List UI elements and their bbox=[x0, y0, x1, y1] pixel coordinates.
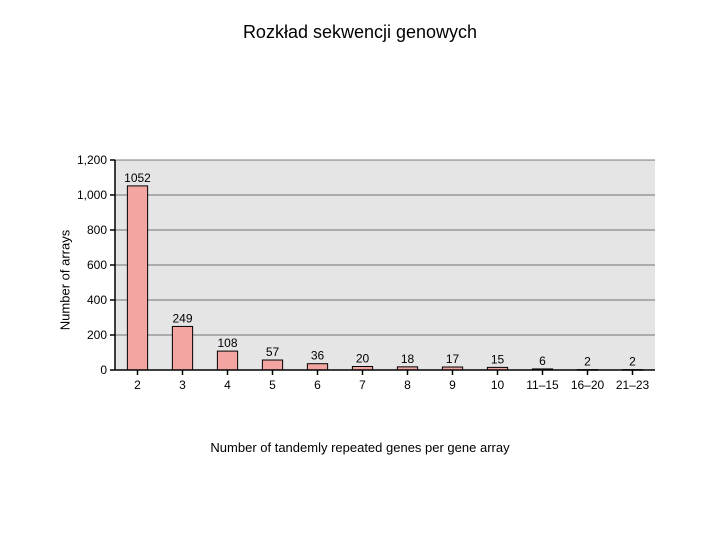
y-tick-label: 200 bbox=[87, 328, 107, 342]
x-tick-label: 3 bbox=[179, 378, 186, 392]
bar-value-label: 1052 bbox=[124, 171, 151, 185]
bar bbox=[217, 351, 237, 370]
y-tick-label: 800 bbox=[87, 223, 107, 237]
x-tick-label: 9 bbox=[449, 378, 456, 392]
page: Rozkład sekwencji genowych Number of arr… bbox=[0, 0, 720, 540]
bar bbox=[172, 326, 192, 370]
x-tick-label: 6 bbox=[314, 378, 321, 392]
bar-chart: 02004006008001,0001,20010522249310845753… bbox=[60, 150, 660, 410]
y-axis-label: Number of arrays bbox=[58, 230, 73, 330]
x-tick-label: 7 bbox=[359, 378, 366, 392]
y-tick-label: 1,000 bbox=[77, 188, 107, 202]
bar bbox=[127, 186, 147, 370]
y-tick-label: 400 bbox=[87, 293, 107, 307]
bar-value-label: 249 bbox=[172, 311, 192, 325]
bar-value-label: 2 bbox=[584, 355, 591, 369]
x-tick-label: 16–20 bbox=[571, 378, 605, 392]
chart-container: Number of arrays 0 200 400 600 800 1,000 1,200… bbox=[60, 150, 660, 410]
x-tick-label: 4 bbox=[224, 378, 231, 392]
bar bbox=[262, 360, 282, 370]
bar-value-label: 20 bbox=[356, 352, 370, 366]
x-tick-label: 2 bbox=[134, 378, 141, 392]
bar-value-label: 2 bbox=[629, 355, 636, 369]
bar-value-label: 36 bbox=[311, 349, 325, 363]
bar-value-label: 6 bbox=[539, 354, 546, 368]
y-tick-label: 0 bbox=[100, 363, 107, 377]
bar-value-label: 57 bbox=[266, 345, 280, 359]
x-tick-label: 11–15 bbox=[526, 378, 559, 392]
bar bbox=[307, 364, 327, 370]
bar-value-label: 17 bbox=[446, 352, 460, 366]
bar-value-label: 108 bbox=[217, 336, 237, 350]
x-tick-label: 21–23 bbox=[616, 378, 650, 392]
x-tick-label: 10 bbox=[491, 378, 505, 392]
x-tick-label: 8 bbox=[404, 378, 411, 392]
y-tick-label: 1,200 bbox=[77, 153, 107, 167]
x-axis-label: Number of tandemly repeated genes per ge… bbox=[0, 440, 720, 455]
bar-value-label: 15 bbox=[491, 352, 505, 366]
y-tick-label: 600 bbox=[87, 258, 107, 272]
page-title: Rozkład sekwencji genowych bbox=[0, 22, 720, 43]
bar-value-label: 18 bbox=[401, 352, 415, 366]
x-tick-label: 5 bbox=[269, 378, 276, 392]
